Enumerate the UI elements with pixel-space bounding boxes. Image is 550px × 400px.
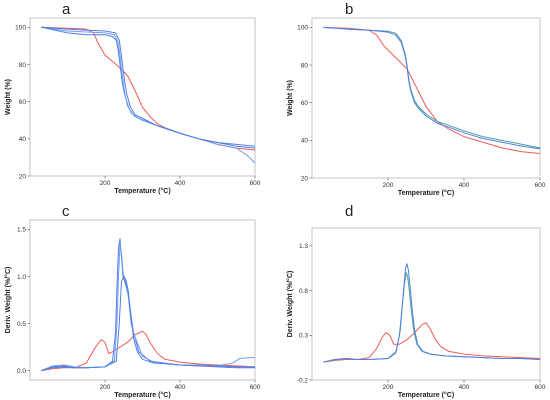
chart-panel-b: b 200 400 600 20 40 60 80 100 Temperature (°C) Wei… [287,1,546,197]
x-tick-label: 400 [459,182,470,189]
series-line-blue1 [41,26,256,149]
series-line-blue1 [41,238,255,372]
series-line-blue1 [41,26,256,147]
y-tick-label: 20 [19,173,27,180]
panel-letter: c [62,203,70,220]
x-tick-label: 400 [459,384,470,391]
y-tick-label: 1.5 [17,227,26,234]
y-tick-label: -0.2 [297,377,309,384]
y-axis-title: Deriv. Weight (%/°C) [286,271,294,338]
x-tick-label: 200 [383,384,394,391]
panel-letter: a [62,1,71,18]
plot-frame [29,219,256,381]
panel-letter: b [345,1,353,18]
series-line-blue1 [323,26,541,150]
y-axis-title: Weight (%) [5,79,12,115]
plot-frame [29,17,256,177]
y-tick-label: 40 [19,136,27,143]
y-tick-label: 100 [297,25,308,32]
y-axis-title: Deriv. Weight (%/°C) [4,267,12,334]
chart-panel-a: a 200 400 600 20 40 60 80 100 Temperature (°C) Wei… [5,1,261,195]
x-tick-label: 200 [100,180,111,187]
x-tick-label: 200 [383,182,394,189]
series-line-red [41,26,256,151]
series-line-blue2 [41,243,256,372]
x-tick-label: 600 [250,180,261,187]
x-axis-title: Temperature (°C) [398,189,454,197]
panel-letter: d [345,203,353,220]
chart-panel-c: c 200 400 600 0.0 0.5 1.0 1.5 Temperature (°C) De… [4,203,261,399]
x-axis-title: Temperature (°C) [398,391,454,399]
x-tick-label: 600 [250,384,261,391]
y-tick-label: 0.5 [17,321,26,328]
y-tick-label: 1.3 [299,243,308,250]
y-tick-label: 80 [301,62,309,69]
x-axis-title: Temperature (°C) [114,391,170,399]
y-tick-label: 40 [301,138,309,145]
plot-frame [311,227,541,381]
y-tick-label: 80 [19,62,27,69]
y-tick-label: 60 [301,100,309,107]
series-line-blue2 [41,26,256,164]
y-tick-label: 1.0 [17,274,26,281]
x-tick-label: 600 [535,384,546,391]
x-tick-label: 400 [175,180,186,187]
x-tick-label: 600 [535,182,546,189]
y-tick-label: 20 [301,175,309,182]
y-tick-label: 0.3 [299,333,308,340]
x-tick-label: 400 [175,384,186,391]
series-line-blue1 [41,275,255,372]
chart-panel-d: d 200 400 600 -0.2 0.3 0.8 1.3 Temperature (°C) D… [286,203,546,399]
plot-frame [311,17,541,179]
series-line-red [41,330,256,372]
series-line-red [323,26,541,155]
series-line-red [323,322,541,363]
y-tick-label: 0.8 [299,288,308,295]
series-line-blue1 [323,263,541,363]
y-tick-label: 100 [15,25,26,32]
y-axis-title: Weight (%) [287,80,294,116]
x-axis-title: Temperature (°C) [114,187,170,195]
y-tick-label: 60 [19,99,27,106]
x-tick-label: 200 [100,384,111,391]
y-tick-label: 0.0 [17,368,26,375]
series-line-green [323,26,541,149]
series-line-green [323,272,541,363]
